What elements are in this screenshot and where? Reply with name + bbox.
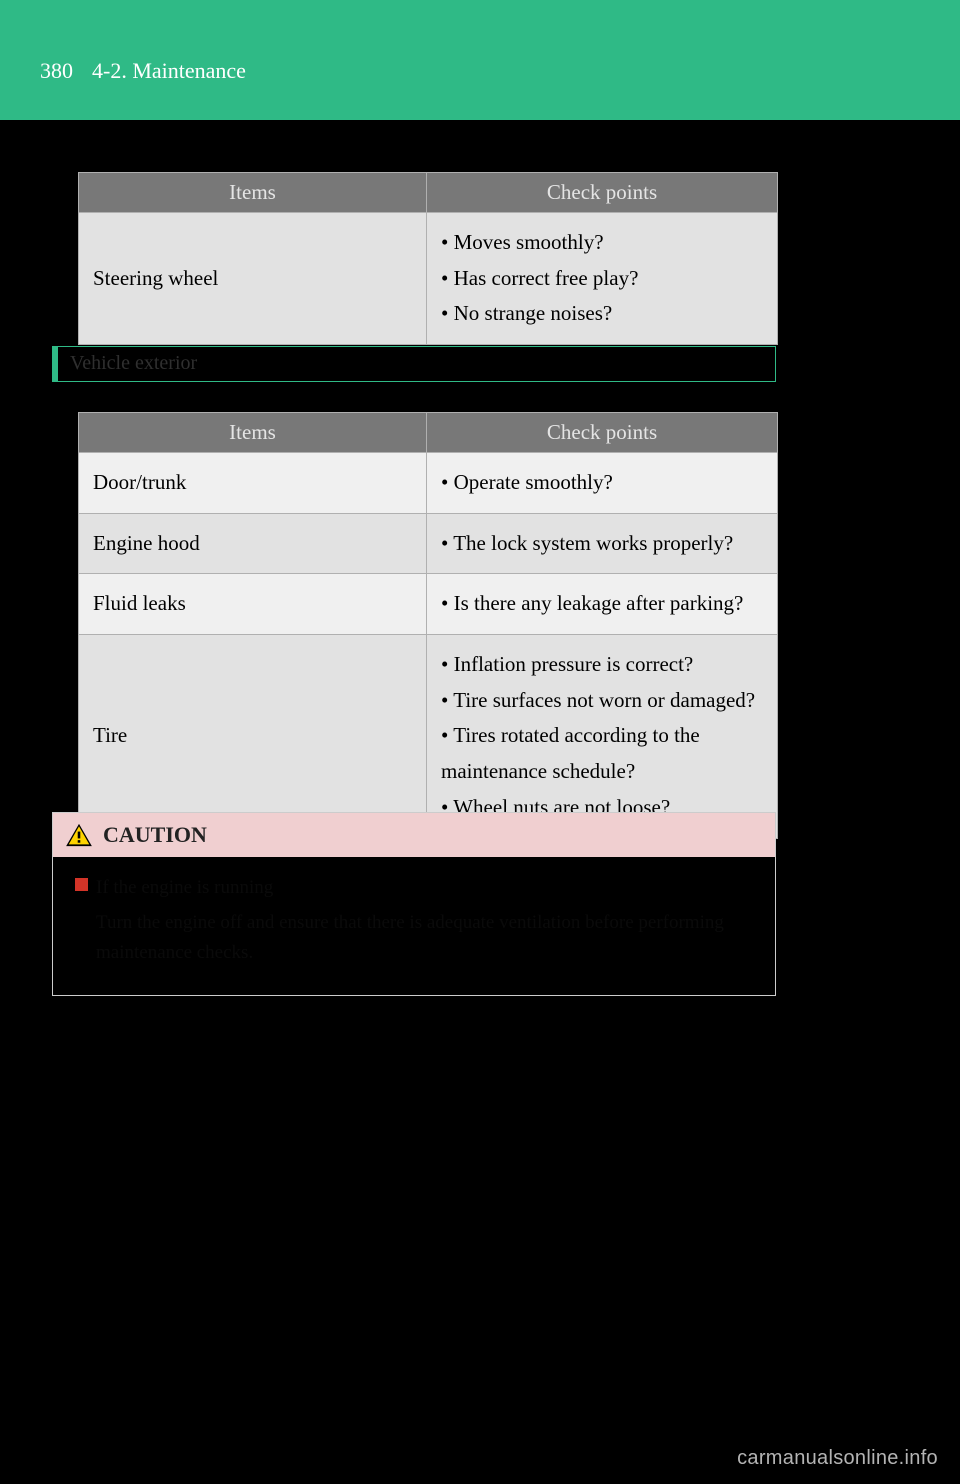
caution-box: CAUTION If the engine is running Turn th… bbox=[52, 812, 776, 996]
caution-topic-row: If the engine is running bbox=[75, 873, 753, 902]
item-cell: Door/trunk bbox=[79, 453, 427, 514]
table-row: Fluid leaks Is there any leakage after p… bbox=[79, 574, 778, 635]
points-cell: Is there any leakage after parking? bbox=[427, 574, 778, 635]
watermark: carmanualsonline.info bbox=[737, 1447, 938, 1470]
item-cell: Engine hood bbox=[79, 513, 427, 574]
caution-body: If the engine is running Turn the engine… bbox=[53, 857, 775, 995]
col-items: Items bbox=[79, 413, 427, 453]
table-header-row: Items Check points bbox=[79, 413, 778, 453]
check-point: The lock system works properly? bbox=[441, 526, 763, 562]
item-cell: Tire bbox=[79, 635, 427, 838]
points-cell: The lock system works properly? bbox=[427, 513, 778, 574]
table-row: Tire Inflation pressure is correct? Tire… bbox=[79, 635, 778, 838]
col-check-points: Check points bbox=[427, 173, 778, 213]
points-cell: Moves smoothly? Has correct free play? N… bbox=[427, 213, 778, 345]
warning-triangle-icon bbox=[65, 823, 93, 847]
table-row: Engine hood The lock system works proper… bbox=[79, 513, 778, 574]
page-number: 380 bbox=[40, 58, 73, 84]
caution-topic: If the engine is running bbox=[96, 873, 273, 902]
check-point: Has correct free play? bbox=[441, 261, 763, 297]
col-check-points: Check points bbox=[427, 413, 778, 453]
red-square-icon bbox=[75, 878, 88, 891]
table-row: Door/trunk Operate smoothly? bbox=[79, 453, 778, 514]
item-cell: Fluid leaks bbox=[79, 574, 427, 635]
check-point: Tire surfaces not worn or damaged? bbox=[441, 683, 763, 719]
check-point: Is there any leakage after parking? bbox=[441, 586, 763, 622]
item-cell: Steering wheel bbox=[79, 213, 427, 345]
check-point: No strange noises? bbox=[441, 296, 763, 332]
table-row: Steering wheel Moves smoothly? Has corre… bbox=[79, 213, 778, 345]
check-point: Operate smoothly? bbox=[441, 465, 763, 501]
exterior-check-table: Items Check points Door/trunk Operate sm… bbox=[78, 412, 778, 839]
caution-title: CAUTION bbox=[103, 822, 207, 848]
section-heading: 4-2. Maintenance bbox=[92, 58, 246, 84]
table-header-row: Items Check points bbox=[79, 173, 778, 213]
check-point: Moves smoothly? bbox=[441, 225, 763, 261]
interior-check-table: Items Check points Steering wheel Moves … bbox=[78, 172, 778, 345]
col-items: Items bbox=[79, 173, 427, 213]
caution-header: CAUTION bbox=[53, 813, 775, 857]
caution-body-text: Turn the engine off and ensure that ther… bbox=[75, 908, 753, 967]
points-cell: Operate smoothly? bbox=[427, 453, 778, 514]
check-point: Tires rotated according to the maintenan… bbox=[441, 718, 763, 789]
points-cell: Inflation pressure is correct? Tire surf… bbox=[427, 635, 778, 838]
section-bar-label: Vehicle exterior bbox=[70, 352, 197, 375]
check-point: Inflation pressure is correct? bbox=[441, 647, 763, 683]
